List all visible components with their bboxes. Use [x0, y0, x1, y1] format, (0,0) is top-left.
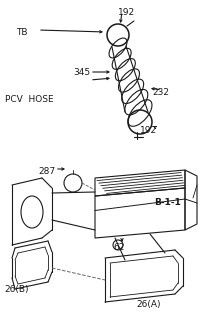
Text: 287: 287: [38, 167, 55, 176]
Text: 26(A): 26(A): [136, 300, 161, 309]
Text: TB: TB: [16, 28, 27, 37]
Text: PCV  HOSE: PCV HOSE: [5, 95, 54, 104]
Text: 62: 62: [113, 243, 124, 252]
Text: 192: 192: [140, 126, 157, 135]
Text: 232: 232: [152, 88, 169, 97]
Text: B-1-1: B-1-1: [154, 198, 181, 207]
Text: 345: 345: [73, 68, 90, 77]
Text: 26(B): 26(B): [4, 285, 28, 294]
Text: 192: 192: [118, 8, 135, 17]
